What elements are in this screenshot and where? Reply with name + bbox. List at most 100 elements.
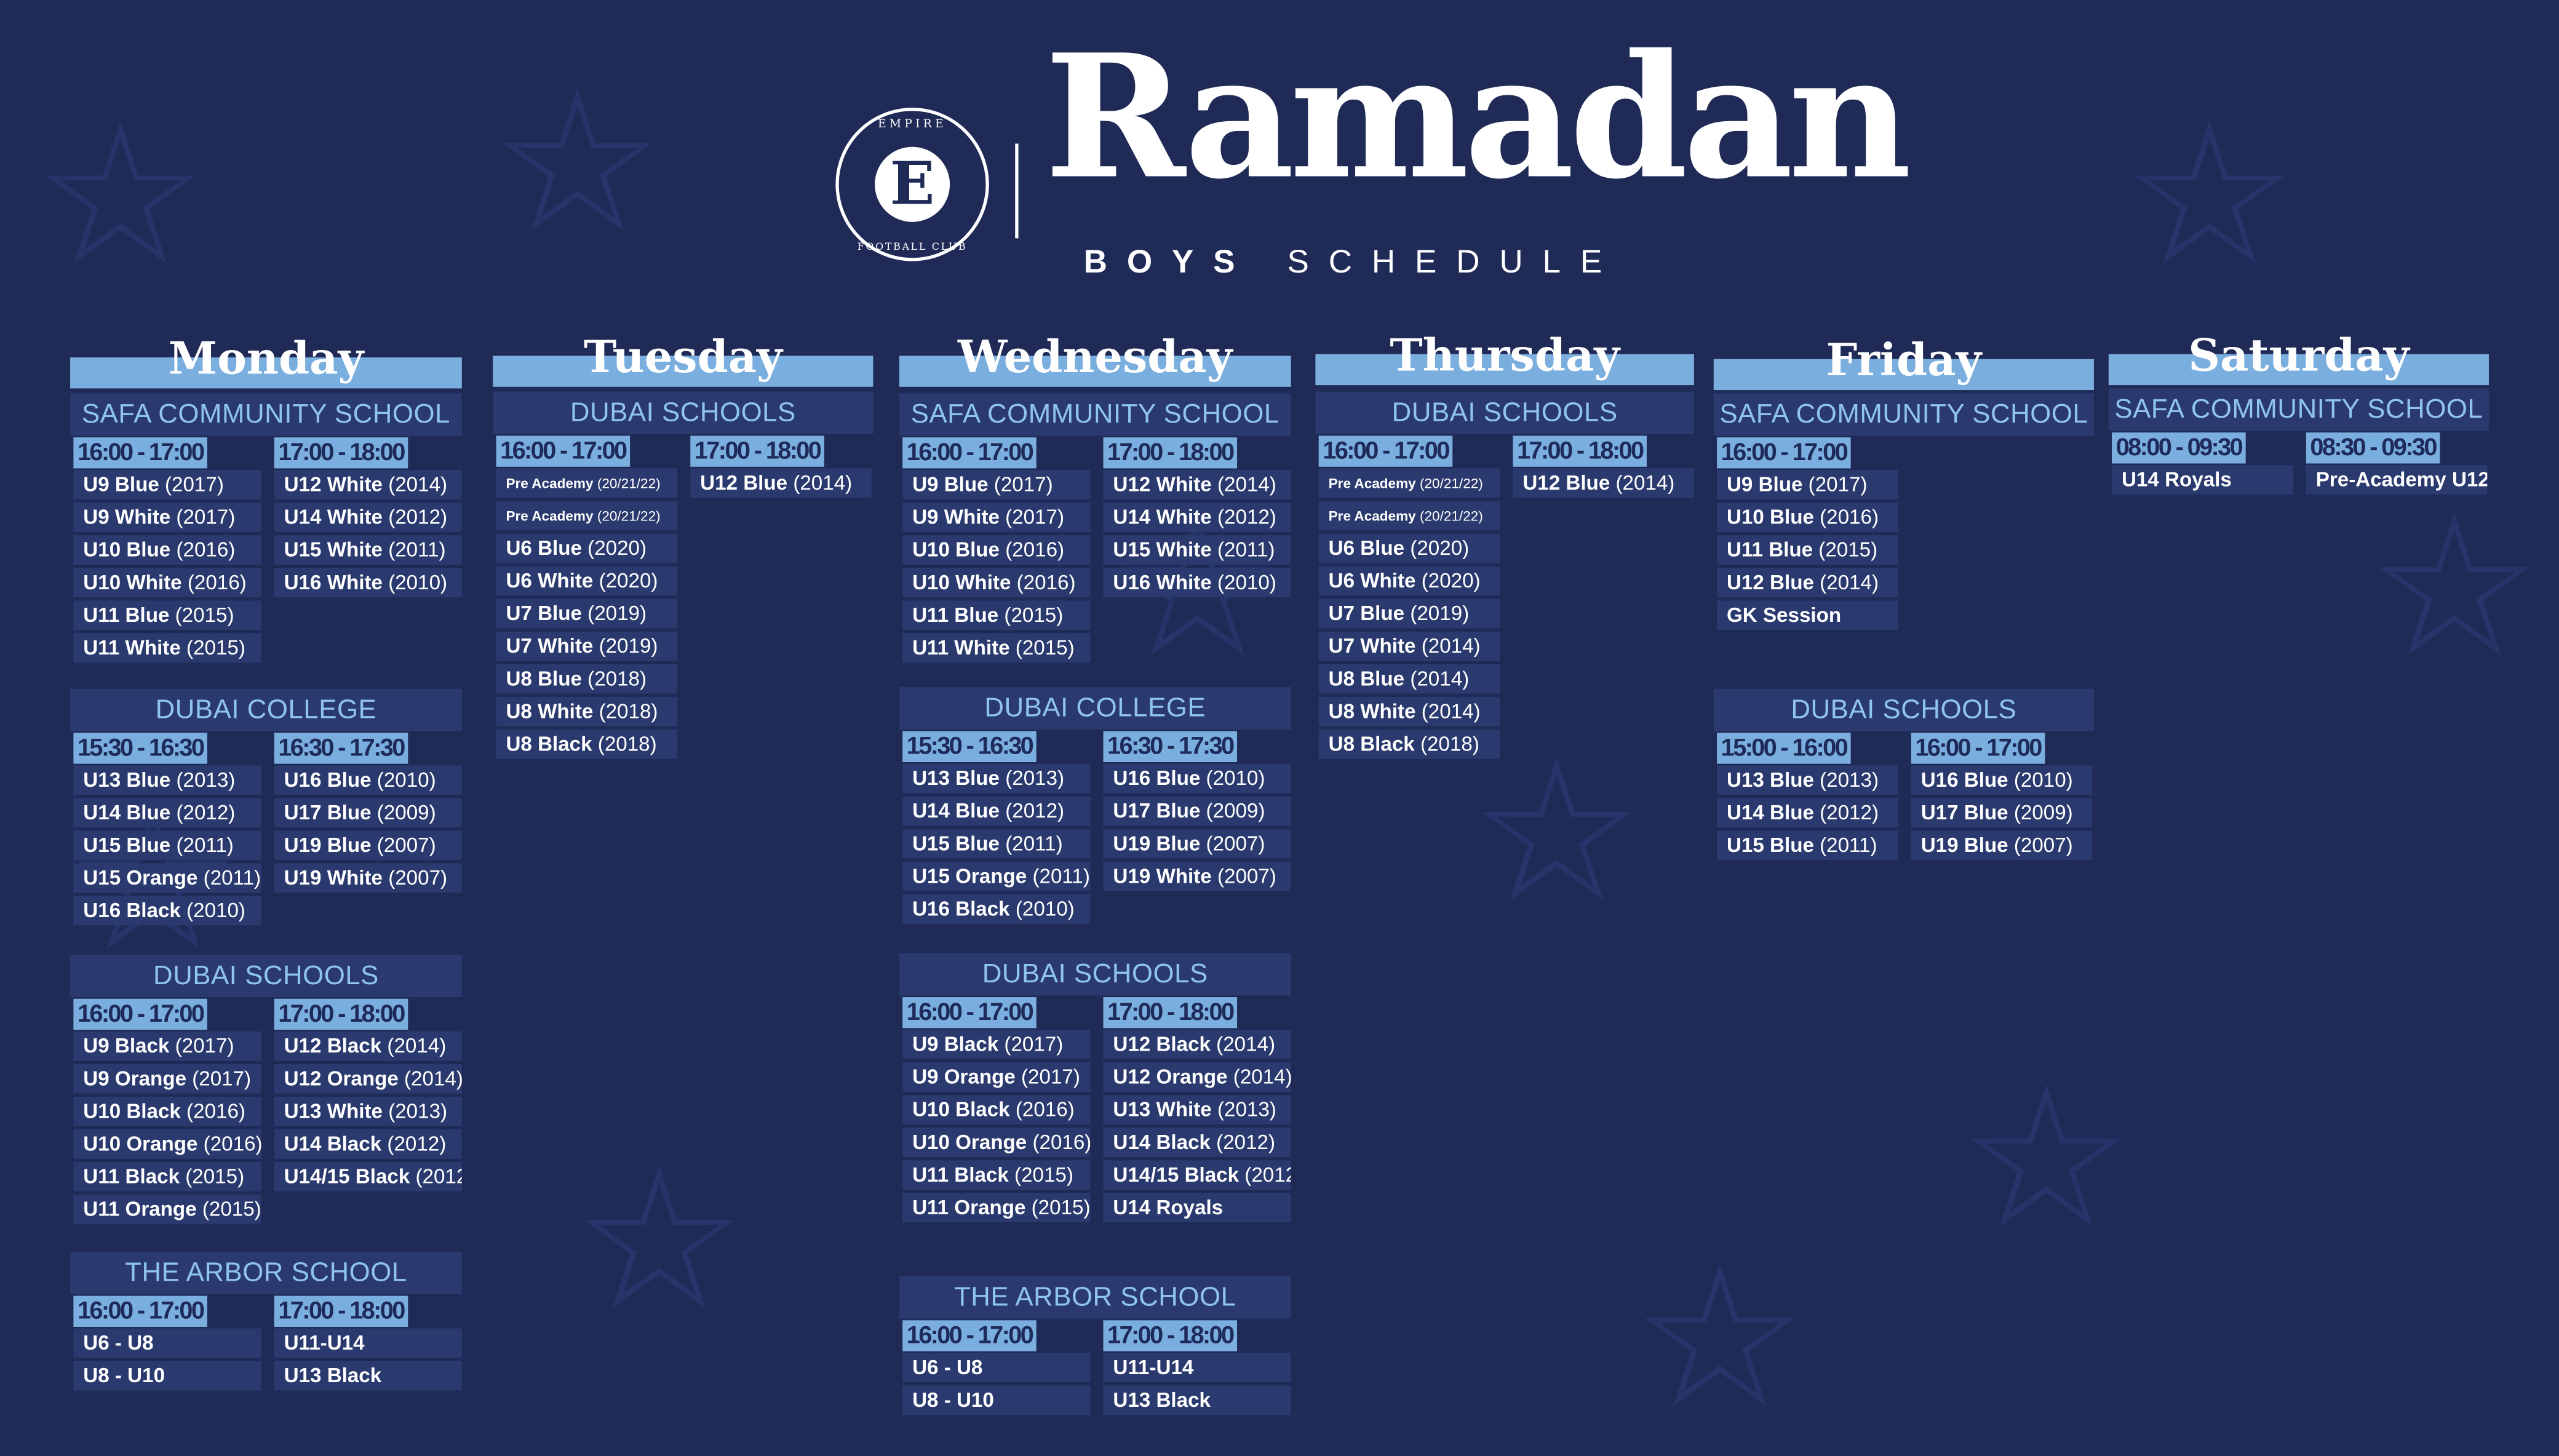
team-row: U10 Orange (2016) bbox=[73, 1129, 261, 1159]
team-row: U11 Black (2015) bbox=[902, 1160, 1091, 1190]
team-row: U9 Orange (2017) bbox=[902, 1062, 1091, 1092]
time-slot-chip: 17:00 - 18:00 bbox=[1103, 1320, 1238, 1351]
day-header-bar bbox=[2108, 354, 2489, 386]
team-name: U14 White bbox=[1113, 506, 1217, 529]
team-name: U13 White bbox=[284, 1100, 389, 1123]
team-year: (2013) bbox=[1217, 1098, 1276, 1121]
team-row: U11 Orange (2015) bbox=[902, 1193, 1091, 1223]
team-name: U16 White bbox=[284, 571, 389, 594]
team-name: U8 White bbox=[1328, 700, 1422, 723]
team-name: U14 Blue bbox=[1726, 801, 1820, 824]
team-row: U11 Orange (2015) bbox=[73, 1195, 261, 1224]
team-row: U15 Blue (2011) bbox=[902, 829, 1091, 859]
team-year: (2014) bbox=[404, 1067, 462, 1091]
time-slot-chip: 08:30 - 09:30 bbox=[2306, 432, 2440, 464]
team-year: (2014) bbox=[1421, 635, 1481, 658]
team-row: U15 Orange (2011) bbox=[73, 863, 261, 893]
team-row: U13 Blue (2013) bbox=[1717, 765, 1898, 795]
team-year: (2014) bbox=[1216, 1033, 1276, 1056]
team-row: U6 Blue (2020) bbox=[1318, 533, 1500, 563]
team-name: U10 Black bbox=[83, 1100, 187, 1123]
team-year: (2017) bbox=[175, 1035, 234, 1058]
team-row: U10 Black (2016) bbox=[73, 1096, 261, 1126]
team-year: (2013) bbox=[1820, 768, 1879, 792]
time-slot-chip: 16:00 - 17:00 bbox=[902, 437, 1037, 469]
team-year: (2018) bbox=[587, 667, 647, 691]
time-slot-chip: 08:00 - 09:30 bbox=[2112, 432, 2246, 464]
team-name: U17 Blue bbox=[1920, 801, 2014, 824]
team-name: U6 - U8 bbox=[912, 1356, 983, 1379]
team-year: (2018) bbox=[1420, 733, 1479, 756]
team-row: U12 Orange (2014) bbox=[1103, 1062, 1291, 1092]
logo-letter: E bbox=[875, 146, 950, 222]
team-row: U8 White (2018) bbox=[496, 696, 678, 726]
team-name: U11 Black bbox=[912, 1163, 1015, 1187]
team-name: U7 Blue bbox=[506, 602, 588, 626]
team-name: U16 Blue bbox=[1920, 768, 2014, 792]
team-name: U10 Orange bbox=[83, 1132, 204, 1156]
venue-header: DUBAI SCHOOLS bbox=[70, 955, 462, 998]
time-slot-chip: 15:30 - 16:30 bbox=[73, 733, 207, 764]
team-name: U12 Black bbox=[1113, 1033, 1217, 1056]
team-year: (2015) bbox=[185, 1165, 245, 1188]
team-name: U9 Blue bbox=[912, 473, 994, 496]
venue-header: SAFA COMMUNITY SCHOOL bbox=[2108, 388, 2489, 431]
subtitle-light: SCHEDULE bbox=[1287, 244, 1622, 281]
team-name: Pre-Academy U12 bbox=[2315, 468, 2488, 491]
venue-header: DUBAI COLLEGE bbox=[899, 686, 1291, 730]
team-row: U9 Blue (2017) bbox=[73, 470, 261, 499]
team-name: U13 Black bbox=[284, 1364, 382, 1388]
day-title-friday: Friday bbox=[1826, 336, 1982, 387]
venue-header: DUBAI SCHOOLS bbox=[1315, 391, 1694, 434]
team-row: U11-U14 bbox=[274, 1328, 462, 1358]
team-name: Pre Academy bbox=[1328, 507, 1420, 524]
team-row: U12 Orange (2014) bbox=[274, 1064, 462, 1094]
team-row: U8 - U10 bbox=[73, 1361, 261, 1391]
team-name: U6 - U8 bbox=[83, 1331, 154, 1355]
team-year: (2010) bbox=[388, 571, 448, 594]
team-row: U7 White (2019) bbox=[496, 631, 678, 661]
team-year: (2012) bbox=[1217, 506, 1276, 529]
team-name: U11 Orange bbox=[912, 1196, 1032, 1219]
team-name: U11 White bbox=[83, 636, 187, 659]
team-row: U14 Royals bbox=[1103, 1193, 1291, 1223]
team-row: U9 Blue (2017) bbox=[1717, 470, 1898, 499]
team-year: (2014) bbox=[387, 1035, 447, 1058]
team-name: U14 Black bbox=[284, 1132, 388, 1156]
team-name: U9 Orange bbox=[83, 1067, 193, 1091]
team-row: U16 Blue (2010) bbox=[1911, 765, 2093, 795]
venue-header: SAFA COMMUNITY SCHOOL bbox=[70, 393, 462, 436]
team-row: U9 Orange (2017) bbox=[73, 1064, 261, 1094]
time-slot-chip: 16:00 - 17:00 bbox=[1318, 436, 1453, 467]
team-row: U15 Blue (2011) bbox=[73, 830, 261, 861]
team-name: U12 Orange bbox=[1113, 1065, 1233, 1089]
team-name: U12 Blue bbox=[1726, 571, 1820, 594]
team-year: (2019) bbox=[599, 635, 658, 658]
star-pattern-icon: ☆ bbox=[33, 86, 209, 306]
team-name: U6 White bbox=[506, 569, 599, 593]
team-year: (2009) bbox=[2013, 801, 2073, 824]
team-row: U11 Black (2015) bbox=[73, 1162, 261, 1191]
team-row: U7 White (2014) bbox=[1318, 631, 1500, 661]
team-row: U10 Blue (2016) bbox=[73, 535, 261, 565]
team-row: Pre Academy (20/21/22) bbox=[1318, 468, 1500, 498]
team-year: (2012) bbox=[387, 1132, 447, 1156]
time-slot-chip: 16:30 - 17:30 bbox=[1103, 731, 1238, 762]
day-title-saturday: Saturday bbox=[2188, 331, 2410, 382]
time-slot-chip: 15:00 - 16:00 bbox=[1717, 733, 1851, 764]
day-header-bar bbox=[70, 357, 462, 389]
star-pattern-icon: ☆ bbox=[1958, 1049, 2135, 1268]
page-title: Ramadan bbox=[1044, 16, 1912, 217]
team-row: U14 Royals bbox=[2112, 465, 2293, 495]
team-row: U19 Blue (2007) bbox=[1911, 830, 2093, 861]
team-name: U16 Black bbox=[83, 899, 187, 923]
team-row: U11 White (2015) bbox=[902, 633, 1091, 663]
team-row: U9 Black (2017) bbox=[902, 1030, 1091, 1059]
team-year: (2007) bbox=[1217, 865, 1276, 888]
team-row: Pre-Academy U12 bbox=[2306, 465, 2488, 495]
time-slot-chip: 17:00 - 18:00 bbox=[274, 998, 408, 1030]
team-row: U12 White (2014) bbox=[274, 470, 462, 499]
team-year: (2011) bbox=[388, 538, 446, 562]
team-year: (2013) bbox=[1005, 766, 1065, 790]
team-row: U14 Black (2012) bbox=[274, 1129, 462, 1159]
